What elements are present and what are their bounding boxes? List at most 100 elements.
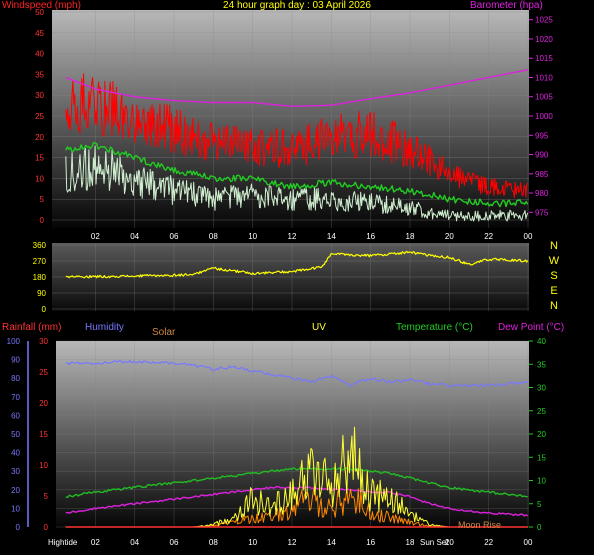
hightide-annotation: Hightide xyxy=(48,538,78,547)
wind-time-tick-label: 12 xyxy=(288,232,297,241)
wind-time-tick-label: 02 xyxy=(91,232,100,241)
rainfall-axis-label: Rainfall (mm) xyxy=(2,322,61,333)
wind-time-tick-label: 04 xyxy=(130,232,139,241)
sunset-annotation: Sun Set xyxy=(420,538,449,547)
barometer-tick-label: 1020 xyxy=(535,35,553,44)
direction-grid xyxy=(52,243,529,311)
wind-time-axis: 02 04 06 08 10 12 14 16 18 20 22 00 xyxy=(91,232,533,241)
temperature-axis: 0 5 10 15 20 25 30 35 40 xyxy=(529,337,546,532)
rainfall-tick-label: 20 xyxy=(39,399,48,408)
windspeed-tick-label: 0 xyxy=(40,216,45,225)
windspeed-tick-label: 40 xyxy=(35,50,44,59)
conditions-time-tick-label: 20 xyxy=(445,538,454,547)
wind-time-tick-label: 22 xyxy=(484,232,493,241)
conditions-time-tick-label: 22 xyxy=(484,538,493,547)
wind-time-tick-label: 10 xyxy=(248,232,257,241)
wind-direction-line xyxy=(65,250,529,279)
windspeed-tick-label: 45 xyxy=(35,29,44,38)
barometer-tick-label: 1025 xyxy=(535,16,553,25)
barometer-tick-label: 1000 xyxy=(535,112,553,121)
humidity-tick-label: 60 xyxy=(11,411,20,420)
direction-tick-label: 360 xyxy=(33,241,47,250)
wind-time-tick-label: 14 xyxy=(327,232,336,241)
humidity-tick-label: 40 xyxy=(11,449,20,458)
windspeed-tick-label: 15 xyxy=(35,154,44,163)
moonrise-annotation: Moon Rise xyxy=(458,520,501,530)
barometer-axis-label: Barometer (hpa) xyxy=(470,0,543,11)
barometer-tick-label: 990 xyxy=(535,151,549,160)
compass-label: S xyxy=(550,270,557,282)
windspeed-axis-label: Windspeed (mph) xyxy=(2,0,81,11)
rainfall-tick-label: 5 xyxy=(44,492,49,501)
direction-tick-label: 0 xyxy=(42,305,47,314)
temperature-tick-label: 20 xyxy=(537,430,546,439)
conditions-time-tick-label: 06 xyxy=(170,538,179,547)
humidity-line xyxy=(65,360,528,388)
rainfall-tick-label: 30 xyxy=(39,337,48,346)
humidity-tick-label: 50 xyxy=(11,430,20,439)
barometer-tick-label: 985 xyxy=(535,170,549,179)
direction-tick-label: 270 xyxy=(33,257,47,266)
humidity-tick-label: 0 xyxy=(16,523,21,532)
temperature-axis-label: Temperature (°C) xyxy=(396,322,473,333)
temperature-tick-label: 30 xyxy=(537,384,546,393)
direction-series xyxy=(65,250,529,279)
windspeed-tick-label: 10 xyxy=(35,174,44,183)
barometer-tick-label: 975 xyxy=(535,208,549,217)
uv-label: UV xyxy=(312,322,326,333)
barometer-line xyxy=(65,69,528,108)
wind-time-tick-label: 16 xyxy=(366,232,375,241)
barometer-tick-label: 995 xyxy=(535,131,549,140)
wind-average-line xyxy=(65,141,529,208)
dewpoint-axis-label: Dew Point (°C) xyxy=(498,322,564,333)
temperature-tick-label: 40 xyxy=(537,337,546,346)
windspeed-tick-label: 20 xyxy=(35,133,44,142)
conditions-time-tick-label: 14 xyxy=(327,538,336,547)
barometer-tick-label: 1010 xyxy=(535,73,553,82)
temperature-tick-label: 35 xyxy=(537,360,546,369)
conditions-panel: 0 10 20 30 40 50 60 70 80 90 100 0 5 10 15 20 25 30 0 5 10… xyxy=(2,322,564,547)
temperature-tick-label: 25 xyxy=(537,407,546,416)
compass-label: N xyxy=(550,240,558,252)
conditions-time-tick-label: 16 xyxy=(366,538,375,547)
direction-tick-label: 90 xyxy=(37,289,46,298)
wind-time-tick-label: 00 xyxy=(524,232,533,241)
temperature-line xyxy=(65,467,528,498)
humidity-tick-label: 70 xyxy=(11,393,20,402)
wind-time-tick-label: 18 xyxy=(406,232,415,241)
conditions-time-tick-label: 08 xyxy=(209,538,218,547)
wind-series xyxy=(65,69,529,222)
rainfall-tick-label: 10 xyxy=(39,461,48,470)
rainfall-tick-label: 15 xyxy=(39,430,48,439)
barometer-axis: 975 980 985 990 995 1000 1005 1010 1015 1020 1025 xyxy=(529,16,553,217)
humidity-tick-label: 80 xyxy=(11,374,20,383)
temperature-tick-label: 0 xyxy=(537,523,542,532)
windspeed-tick-label: 35 xyxy=(35,70,44,79)
barometer-tick-label: 980 xyxy=(535,189,549,198)
temperature-tick-label: 10 xyxy=(537,477,546,486)
conditions-time-tick-label: 18 xyxy=(406,538,415,547)
humidity-axis: 0 10 20 30 40 50 60 70 80 90 100 xyxy=(7,337,29,532)
humidity-tick-label: 20 xyxy=(11,486,20,495)
windspeed-gust-line xyxy=(65,73,529,199)
humidity-axis-label: Humidity xyxy=(85,322,124,333)
rainfall-tick-label: 0 xyxy=(44,523,49,532)
barometer-tick-label: 1005 xyxy=(535,93,553,102)
humidity-tick-label: 10 xyxy=(11,504,20,513)
chart-title: 24 hour graph day : 03 April 2026 xyxy=(223,0,371,11)
humidity-tick-label: 100 xyxy=(7,337,21,346)
compass-label: N xyxy=(550,300,558,312)
humidity-tick-label: 30 xyxy=(11,467,20,476)
temperature-tick-label: 5 xyxy=(537,500,542,509)
windspeed-tick-label: 5 xyxy=(40,195,45,204)
barometer-tick-label: 1015 xyxy=(535,54,553,63)
wind-time-tick-label: 20 xyxy=(445,232,454,241)
conditions-time-tick-label: 12 xyxy=(288,538,297,547)
direction-axis: 360 270 180 90 0 xyxy=(33,241,47,314)
conditions-series xyxy=(65,360,528,528)
direction-tick-label: 180 xyxy=(33,273,47,282)
